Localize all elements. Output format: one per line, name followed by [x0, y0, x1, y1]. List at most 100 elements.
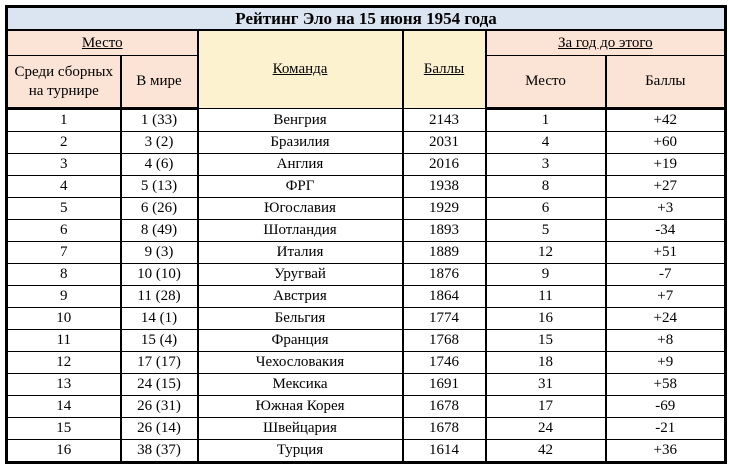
prev-points-cell: +36	[604, 439, 727, 464]
prev-place-cell: 4	[484, 131, 607, 155]
place-tournament-cell: 6	[5, 219, 122, 243]
points-cell: 1876	[401, 263, 487, 287]
points-cell: 1938	[401, 175, 487, 199]
prev-place-cell: 24	[484, 417, 607, 441]
team-cell: Англия	[196, 153, 404, 177]
place-world-cell: 8 (49)	[119, 219, 199, 243]
prev-points-cell: +42	[604, 108, 727, 133]
place-world-cell: 11 (28)	[119, 285, 199, 309]
table-row: 12 17 (17) Чехословакия 1746 18 +9	[5, 351, 727, 375]
place-world-cell: 3 (2)	[119, 131, 199, 155]
prev-points-cell: +27	[604, 175, 727, 199]
place-tournament-cell: 2	[5, 131, 122, 155]
prev-points-cell: -34	[604, 219, 727, 243]
place-world-cell: 14 (1)	[119, 307, 199, 331]
place-world-cell: 6 (26)	[119, 197, 199, 221]
table-row: 13 24 (15) Мексика 1691 31 +58	[5, 373, 727, 397]
place-tournament-cell: 15	[5, 417, 122, 441]
prev-place-cell: 18	[484, 351, 607, 375]
prev-place-cell: 11	[484, 285, 607, 309]
place-tournament-cell: 13	[5, 373, 122, 397]
points-cell: 2031	[401, 131, 487, 155]
points-cell: 2143	[401, 108, 487, 133]
points-cell: 1746	[401, 351, 487, 375]
place-world-cell: 26 (31)	[119, 395, 199, 419]
team-cell: Югославия	[196, 197, 404, 221]
team-cell: Италия	[196, 241, 404, 265]
table-title-row: Рейтинг Эло на 15 июня 1954 года	[5, 6, 727, 32]
prev-place-cell: 42	[484, 439, 607, 464]
prev-points-cell: +60	[604, 131, 727, 155]
points-cell: 1678	[401, 417, 487, 441]
points-cell: 1768	[401, 329, 487, 353]
place-world-cell: 24 (15)	[119, 373, 199, 397]
table-row: 10 14 (1) Бельгия 1774 16 +24	[5, 307, 727, 331]
team-cell: Шотландия	[196, 219, 404, 243]
points-cell: 1864	[401, 285, 487, 309]
place-tournament-cell: 4	[5, 175, 122, 199]
team-cell: Уругвай	[196, 263, 404, 287]
points-cell: 1929	[401, 197, 487, 221]
place-world-cell: 5 (13)	[119, 175, 199, 199]
points-cell: 2016	[401, 153, 487, 177]
prev-points-cell: +8	[604, 329, 727, 353]
place-tournament-cell: 9	[5, 285, 122, 309]
prev-place-cell: 1	[484, 108, 607, 133]
place-world-cell: 10 (10)	[119, 263, 199, 287]
place-tournament-cell: 3	[5, 153, 122, 177]
header-place-tournament: Среди сборных на турнире	[5, 55, 122, 111]
points-cell: 1678	[401, 395, 487, 419]
header-prev-group: За год до этого	[484, 29, 727, 57]
table-row: 14 26 (31) Южная Корея 1678 17 -69	[5, 395, 727, 419]
header-prev-place: Место	[484, 55, 607, 111]
prev-points-cell: -69	[604, 395, 727, 419]
header-team: Команда	[196, 29, 404, 110]
table-row: 15 26 (14) Швейцария 1678 24 -21	[5, 417, 727, 441]
place-tournament-cell: 16	[5, 439, 122, 464]
points-cell: 1691	[401, 373, 487, 397]
prev-points-cell: +19	[604, 153, 727, 177]
team-cell: Бельгия	[196, 307, 404, 331]
prev-points-cell: +24	[604, 307, 727, 331]
table-row: 9 11 (28) Австрия 1864 11 +7	[5, 285, 727, 309]
prev-points-cell: +9	[604, 351, 727, 375]
prev-place-cell: 3	[484, 153, 607, 177]
place-world-cell: 38 (37)	[119, 439, 199, 464]
table-title: Рейтинг Эло на 15 июня 1954 года	[5, 6, 727, 32]
table-row: 8 10 (10) Уругвай 1876 9 -7	[5, 263, 727, 287]
place-world-cell: 15 (4)	[119, 329, 199, 353]
prev-points-cell: +51	[604, 241, 727, 265]
team-cell: ФРГ	[196, 175, 404, 199]
team-cell: Турция	[196, 439, 404, 464]
prev-place-cell: 5	[484, 219, 607, 243]
elo-rating-table: Рейтинг Эло на 15 июня 1954 года Место К…	[5, 5, 728, 465]
prev-place-cell: 12	[484, 241, 607, 265]
place-tournament-cell: 1	[5, 108, 122, 133]
prev-points-cell: -7	[604, 263, 727, 287]
team-cell: Бразилия	[196, 131, 404, 155]
place-tournament-cell: 7	[5, 241, 122, 265]
place-world-cell: 1 (33)	[119, 108, 199, 133]
header-group-row: Место Команда Баллы За год до этого	[5, 29, 727, 110]
points-cell: 1889	[401, 241, 487, 265]
prev-points-cell: +7	[604, 285, 727, 309]
header-place-world: В мире	[119, 55, 199, 111]
prev-place-cell: 15	[484, 329, 607, 353]
header-prev-points: Баллы	[604, 55, 727, 111]
place-world-cell: 4 (6)	[119, 153, 199, 177]
header-points: Баллы	[401, 29, 487, 110]
prev-place-cell: 9	[484, 263, 607, 287]
prev-place-cell: 16	[484, 307, 607, 331]
prev-place-cell: 6	[484, 197, 607, 221]
team-cell: Австрия	[196, 285, 404, 309]
prev-place-cell: 8	[484, 175, 607, 199]
points-cell: 1893	[401, 219, 487, 243]
header-place-group: Место	[5, 29, 199, 57]
place-tournament-cell: 14	[5, 395, 122, 419]
